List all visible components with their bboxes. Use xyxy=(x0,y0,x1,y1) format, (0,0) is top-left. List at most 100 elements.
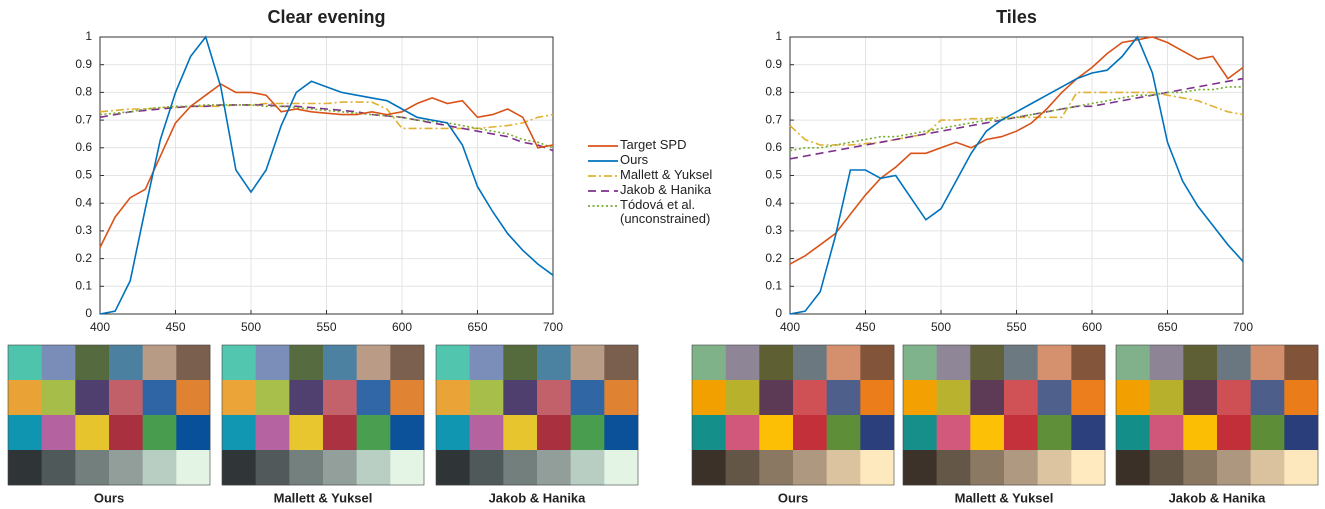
color-patch xyxy=(1150,415,1184,450)
color-patch xyxy=(503,345,537,380)
color-patch xyxy=(1217,345,1251,380)
color-patch xyxy=(1284,380,1318,415)
color-patch xyxy=(323,415,357,450)
color-patch xyxy=(793,380,827,415)
color-patch xyxy=(537,345,571,380)
legend-label: Target SPD xyxy=(620,138,770,152)
panel-label: Mallett & Yuksel xyxy=(274,490,373,505)
color-patch xyxy=(1217,450,1251,485)
color-patch xyxy=(109,345,143,380)
legend-entry: Mallett & Yuksel xyxy=(586,168,770,182)
color-patch xyxy=(759,380,793,415)
color-patch xyxy=(143,345,177,380)
color-patch xyxy=(1071,380,1105,415)
color-patch xyxy=(357,380,391,415)
color-patch xyxy=(503,415,537,450)
y-tick-label: 0.5 xyxy=(75,168,92,182)
panel-label: Jakob & Hanika xyxy=(489,490,587,505)
color-patch xyxy=(1251,345,1285,380)
color-patch xyxy=(759,415,793,450)
color-patch xyxy=(1116,380,1150,415)
color-patch xyxy=(1284,450,1318,485)
color-patch xyxy=(1217,415,1251,450)
chart: Clear evening00.10.20.30.40.50.60.70.80.… xyxy=(0,0,1325,509)
y-tick-label: 0.2 xyxy=(765,251,782,265)
color-patch xyxy=(793,450,827,485)
color-patch xyxy=(1251,415,1285,450)
x-tick-label: 650 xyxy=(467,320,487,334)
color-patch xyxy=(1116,415,1150,450)
color-patch xyxy=(1004,345,1038,380)
x-tick-label: 450 xyxy=(165,320,185,334)
color-patch xyxy=(1217,380,1251,415)
y-tick-label: 0.2 xyxy=(75,251,92,265)
color-patch xyxy=(827,345,861,380)
color-patch xyxy=(903,415,937,450)
color-patch xyxy=(42,415,76,450)
color-patch xyxy=(390,450,424,485)
color-patch xyxy=(827,415,861,450)
color-patch xyxy=(1150,380,1184,415)
legend-label: Mallett & Yuksel xyxy=(620,168,770,182)
y-tick-label: 0.7 xyxy=(75,112,92,126)
color-patch xyxy=(470,450,504,485)
y-tick-label: 0.6 xyxy=(75,140,92,154)
color-patch xyxy=(75,345,109,380)
color-patch xyxy=(256,345,290,380)
y-tick-label: 0.7 xyxy=(765,112,782,126)
color-patch xyxy=(1038,380,1072,415)
color-patch xyxy=(827,450,861,485)
legend-entry: Target SPD xyxy=(586,138,770,152)
color-patch xyxy=(42,345,76,380)
color-patch xyxy=(176,415,210,450)
legend-label: Ours xyxy=(620,153,770,167)
color-patch xyxy=(571,380,605,415)
color-patch xyxy=(289,450,323,485)
color-patch xyxy=(793,415,827,450)
color-patch xyxy=(109,450,143,485)
color-patch xyxy=(604,345,638,380)
color-patch xyxy=(436,415,470,450)
chart-title: Tiles xyxy=(996,7,1037,27)
y-tick-label: 0.1 xyxy=(75,278,92,292)
color-patch xyxy=(726,415,760,450)
panel-label: Mallett & Yuksel xyxy=(955,490,1054,505)
color-patch xyxy=(1183,345,1217,380)
color-patch xyxy=(323,380,357,415)
color-patch xyxy=(1284,345,1318,380)
legend-swatch xyxy=(586,185,620,197)
color-patch xyxy=(903,450,937,485)
color-patch xyxy=(436,450,470,485)
x-tick-label: 650 xyxy=(1157,320,1177,334)
color-patch xyxy=(390,345,424,380)
color-patch xyxy=(503,450,537,485)
color-patch xyxy=(726,345,760,380)
color-patch xyxy=(8,450,42,485)
x-tick-label: 500 xyxy=(931,320,951,334)
x-tick-label: 600 xyxy=(392,320,412,334)
color-patch xyxy=(436,380,470,415)
color-patch xyxy=(1004,450,1038,485)
color-patch xyxy=(1183,380,1217,415)
color-patch xyxy=(222,450,256,485)
color-patch xyxy=(1038,345,1072,380)
legend-entry: Ours xyxy=(586,153,770,167)
color-patch xyxy=(143,450,177,485)
color-patch xyxy=(75,415,109,450)
color-patch xyxy=(1116,345,1150,380)
color-patch xyxy=(1004,380,1038,415)
color-patch xyxy=(143,415,177,450)
color-patch xyxy=(1071,415,1105,450)
color-patch xyxy=(726,450,760,485)
y-tick-label: 0.3 xyxy=(75,223,92,237)
color-patch xyxy=(903,345,937,380)
color-patch xyxy=(436,345,470,380)
color-patch xyxy=(604,415,638,450)
color-patch xyxy=(222,415,256,450)
color-patch xyxy=(8,415,42,450)
color-patch xyxy=(109,380,143,415)
color-patch xyxy=(692,450,726,485)
color-patch xyxy=(537,415,571,450)
color-patch xyxy=(8,380,42,415)
color-patch xyxy=(1284,415,1318,450)
